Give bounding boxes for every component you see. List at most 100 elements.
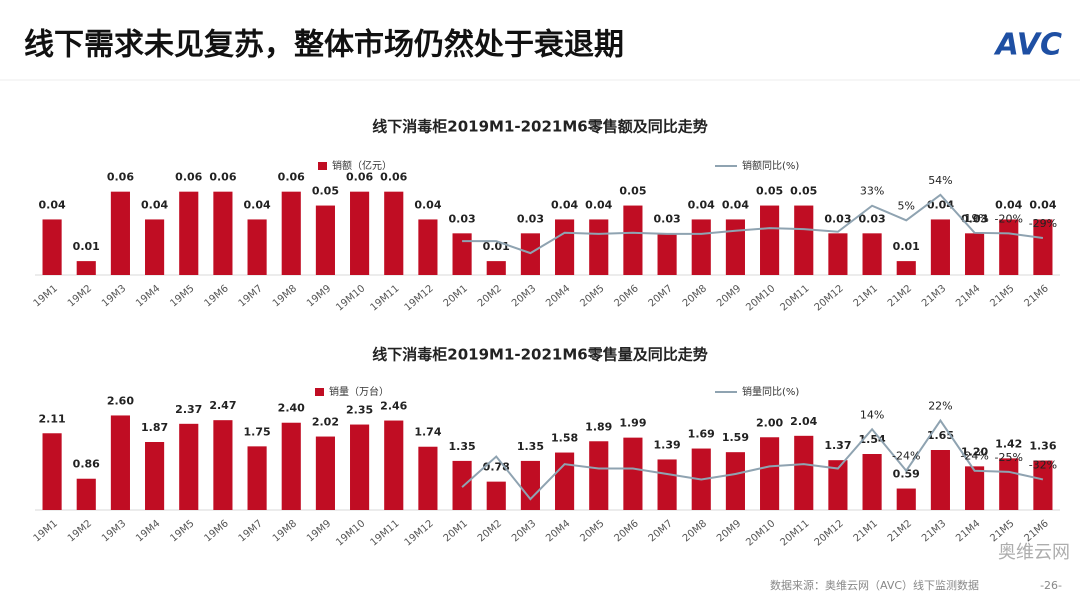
bar bbox=[315, 436, 335, 510]
x-tick-label: 20M4 bbox=[544, 518, 572, 544]
bar bbox=[555, 452, 575, 510]
bar-label: 1.37 bbox=[824, 439, 851, 452]
bar bbox=[486, 261, 506, 275]
x-tick-label: 20M11 bbox=[778, 283, 811, 313]
x-tick-label: 20M4 bbox=[544, 283, 572, 309]
line-label: -20% bbox=[995, 212, 1023, 225]
x-tick-label: 21M4 bbox=[954, 283, 982, 309]
bar-label: 0.04 bbox=[39, 198, 66, 211]
bar bbox=[862, 454, 882, 510]
watermark: 奥维云网 bbox=[998, 542, 1070, 563]
bar bbox=[999, 219, 1019, 275]
bar bbox=[452, 460, 472, 510]
bar-label: 1.39 bbox=[654, 438, 681, 451]
bar bbox=[247, 446, 267, 510]
x-tick-label: 20M5 bbox=[578, 283, 606, 309]
bar bbox=[145, 219, 165, 275]
bar-label: 0.01 bbox=[73, 240, 100, 253]
x-tick-label: 20M8 bbox=[681, 283, 709, 309]
bar-label: 0.04 bbox=[414, 198, 441, 211]
bar bbox=[384, 420, 404, 510]
bar-label: 0.04 bbox=[244, 198, 271, 211]
bar-label: 0.86 bbox=[73, 458, 100, 471]
x-tick-label: 19M3 bbox=[100, 518, 128, 544]
x-tick-label: 21M1 bbox=[852, 518, 880, 544]
bar bbox=[657, 233, 677, 275]
bar bbox=[725, 452, 745, 510]
x-tick-label: 21M4 bbox=[954, 518, 982, 544]
legend-label: 销量（万台） bbox=[329, 385, 389, 398]
bar bbox=[213, 191, 233, 275]
bar-label: 1.35 bbox=[449, 440, 476, 453]
bar-label: 0.05 bbox=[790, 185, 817, 198]
bar-label: 0.01 bbox=[893, 240, 920, 253]
line bbox=[462, 193, 1044, 255]
bar bbox=[965, 233, 985, 275]
bar-label: 2.11 bbox=[39, 412, 66, 425]
x-tick-label: 20M8 bbox=[681, 518, 709, 544]
bar bbox=[42, 433, 62, 510]
x-tick-label: 21M6 bbox=[1022, 518, 1050, 544]
bar-label: 0.04 bbox=[551, 198, 578, 211]
bar-label: 0.06 bbox=[380, 171, 407, 184]
bar-label: 0.04 bbox=[1029, 198, 1056, 211]
x-tick-label: 20M12 bbox=[813, 283, 846, 313]
bar-label: 2.40 bbox=[278, 402, 305, 415]
bar-label: 0.03 bbox=[824, 212, 851, 225]
bar-label: 1.99 bbox=[619, 417, 646, 430]
bar bbox=[281, 191, 301, 275]
x-tick-label: 20M10 bbox=[744, 518, 777, 548]
x-tick-label: 19M2 bbox=[66, 283, 94, 309]
bar bbox=[452, 233, 472, 275]
bar-label: 0.04 bbox=[688, 198, 715, 211]
chart-title: 线下消毒柜2019M1-2021M6零售额及同比走势 bbox=[372, 118, 707, 136]
x-tick-label: 20M1 bbox=[442, 518, 470, 544]
bar-label: 2.46 bbox=[380, 400, 407, 413]
line-label: -32% bbox=[1029, 458, 1057, 471]
x-tick-label: 19M8 bbox=[271, 518, 299, 544]
bar-label: 1.89 bbox=[585, 420, 612, 433]
bar-label: 0.05 bbox=[312, 185, 339, 198]
bar bbox=[281, 422, 301, 510]
bar bbox=[315, 205, 335, 275]
bar bbox=[828, 233, 848, 275]
x-tick-label: 21M2 bbox=[886, 283, 914, 309]
x-tick-label: 19M11 bbox=[368, 518, 401, 548]
bar-label: 2.35 bbox=[346, 404, 373, 417]
x-tick-label: 19M5 bbox=[168, 283, 196, 309]
bar bbox=[486, 481, 506, 510]
legend-label: 销量同比(%) bbox=[742, 385, 799, 398]
bar bbox=[179, 191, 199, 275]
x-tick-label: 21M2 bbox=[886, 518, 914, 544]
bar bbox=[930, 450, 950, 510]
legend-label: 销额同比(%) bbox=[742, 159, 799, 172]
bar-label: 2.00 bbox=[756, 416, 783, 429]
line-label: 33% bbox=[860, 185, 884, 198]
x-tick-label: 19M4 bbox=[134, 283, 162, 309]
bar-label: 0.03 bbox=[654, 212, 681, 225]
x-tick-label: 20M7 bbox=[647, 518, 675, 544]
bar-label: 0.04 bbox=[585, 198, 612, 211]
bar bbox=[76, 261, 96, 275]
chart-title: 线下消毒柜2019M1-2021M6零售量及同比走势 bbox=[372, 346, 707, 364]
slide-title: 线下需求未见复苏，整体市场仍然处于衰退期 bbox=[24, 28, 624, 63]
x-tick-label: 20M6 bbox=[612, 518, 640, 544]
bar-label: 2.37 bbox=[175, 403, 202, 416]
bar bbox=[179, 423, 199, 510]
bar bbox=[999, 458, 1019, 510]
x-tick-label: 19M3 bbox=[100, 283, 128, 309]
bar-label: 0.03 bbox=[961, 212, 988, 225]
x-tick-label: 21M3 bbox=[920, 283, 948, 309]
bar bbox=[794, 205, 814, 275]
bar bbox=[965, 466, 985, 510]
bar bbox=[555, 219, 575, 275]
bar-label: 2.60 bbox=[107, 394, 134, 407]
x-tick-label: 21M3 bbox=[920, 518, 948, 544]
x-tick-label: 19M1 bbox=[32, 518, 60, 544]
bar-label: 1.42 bbox=[995, 437, 1022, 450]
x-tick-label: 19M1 bbox=[32, 283, 60, 309]
x-tick-label: 19M7 bbox=[237, 518, 265, 544]
legend-label: 销额（亿元） bbox=[332, 159, 392, 172]
line-label: 14% bbox=[860, 408, 884, 421]
